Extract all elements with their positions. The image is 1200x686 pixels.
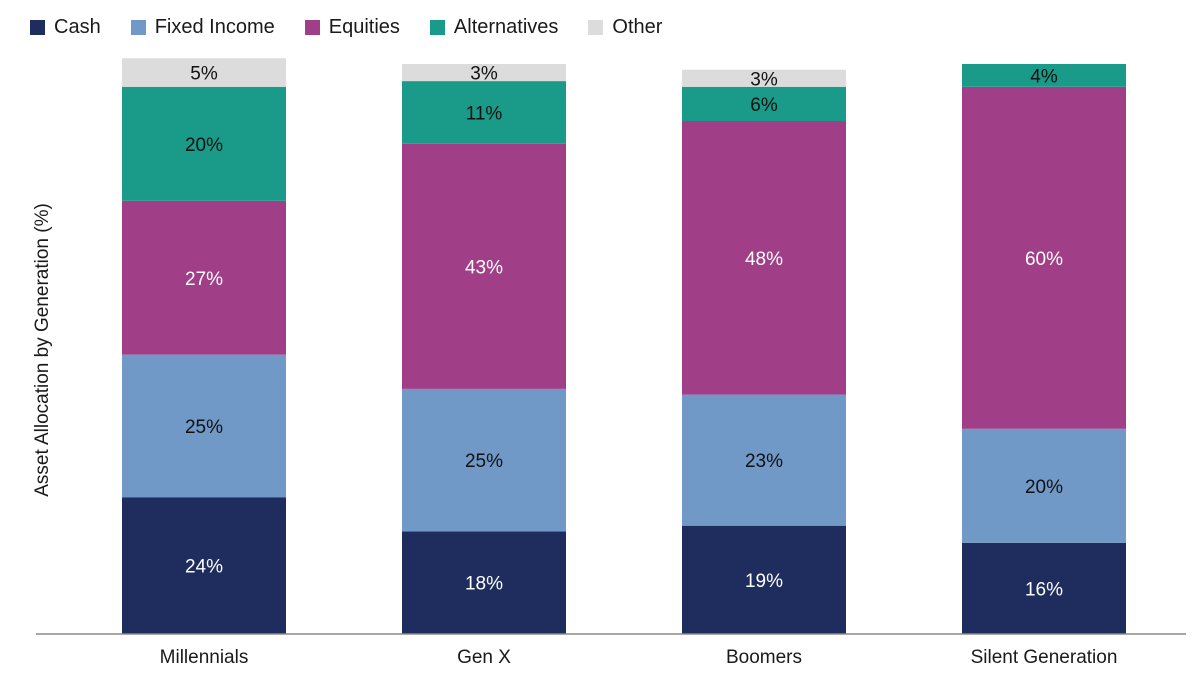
legend-swatch-fixed-income (130, 20, 146, 35)
bar-gen-x-fixed-income (402, 388, 566, 532)
legend-item-fixed-income: Fixed Income (130, 16, 275, 39)
bar-gen-x-equities (402, 143, 566, 389)
x-tick-label-boomers: Boomers (726, 647, 802, 668)
data-label-boomers-cash: 19% (745, 571, 783, 592)
legend-label-alternatives: Alternatives (453, 16, 559, 38)
legend-item-cash: Cash (30, 16, 101, 39)
data-label-gen-x-equities: 43% (465, 257, 503, 278)
data-label-boomers-fixed-income: 23% (745, 451, 783, 472)
data-label-millennials-other: 5% (190, 64, 218, 85)
legend-item-equities: Equities (304, 16, 400, 39)
data-label-silent-generation-cash: 16% (1025, 579, 1063, 600)
legend-label-other: Other (612, 16, 663, 38)
data-label-gen-x-alternatives: 11% (466, 103, 503, 124)
data-label-millennials-cash: 24% (185, 557, 223, 578)
data-label-gen-x-cash: 18% (465, 574, 503, 595)
bar-silent-generation-cash (962, 542, 1126, 634)
bar-millennials-equities (122, 200, 286, 355)
x-tick-label-silent-generation: Silent Generation (971, 647, 1118, 668)
data-label-millennials-equities: 27% (185, 269, 223, 290)
legend-label-cash: Cash (54, 16, 101, 38)
data-label-gen-x-other: 3% (470, 64, 498, 85)
legend-swatch-other (588, 20, 604, 35)
bar-silent-generation-equities (962, 86, 1126, 429)
data-label-millennials-alternatives: 20% (185, 135, 223, 156)
bar-millennials-other (122, 58, 286, 87)
legend-label-fixed-income: Fixed Income (154, 16, 275, 38)
legend-swatch-alternatives (429, 20, 445, 35)
legend-item-other: Other (588, 16, 662, 39)
x-tick-label-gen-x: Gen X (457, 647, 511, 668)
bar-boomers-equities (682, 121, 846, 395)
bar-millennials-cash (122, 497, 286, 634)
bar-boomers-cash (682, 525, 846, 634)
legend-swatch-equities (304, 20, 320, 35)
data-label-silent-generation-fixed-income: 20% (1025, 477, 1063, 498)
chart-legend: Cash Fixed Income Equities Alternatives Othe… (30, 16, 662, 39)
data-label-boomers-equities: 48% (745, 249, 783, 270)
bar-gen-x-cash (402, 531, 566, 634)
bar-millennials-alternatives (122, 86, 286, 201)
bar-boomers-fixed-income (682, 394, 846, 526)
bar-gen-x-alternatives (402, 81, 566, 144)
legend-label-equities: Equities (328, 16, 400, 38)
bar-silent-generation-alternatives (962, 64, 1126, 87)
data-label-boomers-other: 3% (750, 69, 778, 90)
bar-millennials-fixed-income (122, 354, 286, 498)
legend-item-alternatives: Alternatives (429, 16, 559, 39)
data-label-gen-x-fixed-income: 25% (465, 451, 503, 472)
data-label-boomers-alternatives: 6% (750, 95, 778, 116)
bar-boomers-other (682, 69, 846, 87)
legend-swatch-cash (30, 20, 45, 35)
bar-gen-x-other (402, 64, 566, 82)
data-label-millennials-fixed-income: 25% (185, 417, 223, 438)
bar-silent-generation-fixed-income (962, 428, 1126, 543)
data-label-silent-generation-equities: 60% (1025, 249, 1063, 270)
data-label-silent-generation-alternatives: 4% (1030, 66, 1058, 87)
x-tick-label-millennials: Millennials (160, 647, 249, 668)
bar-boomers-alternatives (682, 86, 846, 121)
